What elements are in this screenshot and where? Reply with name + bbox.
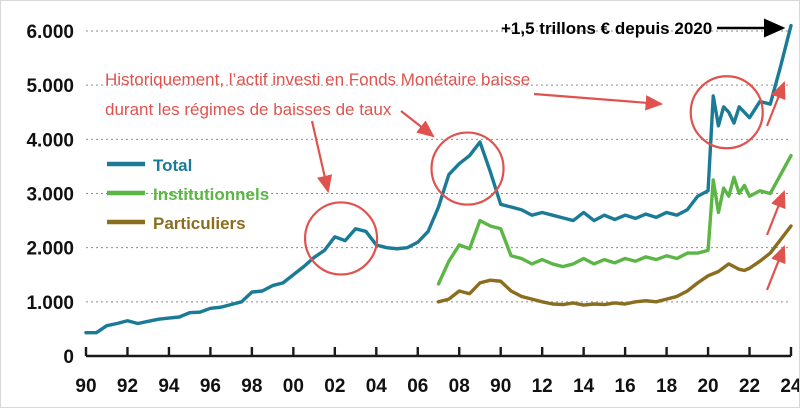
- annotation-arrow-to-2002: [310, 120, 333, 194]
- x-axis-tick-label: 20: [697, 376, 718, 397]
- circle-2008: [430, 131, 505, 206]
- trend-arrow-institutionnels: [765, 189, 786, 236]
- legend-label-particuliers: Particuliers: [153, 214, 246, 233]
- annotation-arrow-to-2021: [533, 92, 664, 111]
- x-axis-tick-label: 90: [75, 376, 96, 397]
- series-line-particuliers: [436, 224, 793, 307]
- x-axis-tick-label: 00: [283, 376, 304, 397]
- highlight-circles-group: [303, 75, 764, 276]
- y-axis-tick-label: 5.000: [26, 76, 74, 97]
- x-axis-tick-label: 14: [573, 376, 595, 397]
- annotation-arrow-to-2008: [400, 110, 435, 138]
- y-axis-tick-label: 0: [63, 347, 74, 368]
- legend-label-institutionnels: Institutionnels: [153, 185, 269, 204]
- x-axis-tick-label: 12: [532, 376, 553, 397]
- x-axis-tick-label: 22: [739, 376, 760, 397]
- x-axis-tick-label: 96: [200, 376, 221, 397]
- annotation-rate-line2: durant les régimes de baisses de taux: [105, 100, 392, 119]
- annotation-headline-group: +1,5 trillons € depuis 2020: [501, 18, 786, 38]
- y-axis-tick-label: 6.000: [26, 22, 74, 43]
- x-axis-tick-label: 24: [780, 376, 800, 397]
- x-axis-tick-label: 98: [241, 376, 262, 397]
- x-axis-tick-label: 94: [158, 376, 180, 397]
- x-axis-tick-label: 16: [615, 376, 636, 397]
- annotation-rate-regimes: Historiquement, l’actif investi en Fonds…: [105, 70, 664, 194]
- circle-2021: [689, 75, 764, 150]
- circle-2002: [303, 201, 379, 276]
- annotation-rate-line1: Historiquement, l’actif investi en Fonds…: [105, 70, 530, 89]
- series-line-institutionnels: [436, 153, 793, 286]
- y-axis-tick-label: 4.000: [26, 130, 74, 151]
- annotation-headline-text: +1,5 trillons € depuis 2020: [501, 19, 712, 38]
- x-axis: [84, 347, 793, 358]
- x-axis-tick-label: 02: [324, 376, 345, 397]
- x-axis-tick-label: 92: [117, 376, 138, 397]
- trend-arrow-particuliers: [765, 244, 786, 291]
- data-series-group: [84, 23, 793, 335]
- series-line-total: [84, 23, 793, 335]
- trend-arrow-total: [765, 80, 786, 127]
- x-axis-tick-label: 18: [656, 376, 677, 397]
- x-axis-tick-label: 06: [407, 376, 428, 397]
- y-axis-tick-label: 2.000: [26, 239, 74, 260]
- x-axis-tick-label: 90: [490, 376, 511, 397]
- y-axis-tick-labels: 0 1.000 2.000 3.000 4.000 5.000 6.000: [26, 22, 74, 368]
- x-axis-tick-label: 08: [449, 376, 470, 397]
- x-axis-tick-label: 04: [366, 376, 388, 397]
- chart-legend: Total Institutionnels Particuliers: [107, 156, 269, 233]
- x-axis-tick-labels: 90 92 94 96 98 00 02 04 06 08 90 12 14 16 18 20 22 24: [75, 376, 800, 397]
- trend-arrows-group: [765, 80, 786, 291]
- legend-label-total: Total: [153, 156, 192, 175]
- y-axis-tick-label: 3.000: [26, 185, 74, 206]
- y-axis-tick-label: 1.000: [26, 293, 74, 314]
